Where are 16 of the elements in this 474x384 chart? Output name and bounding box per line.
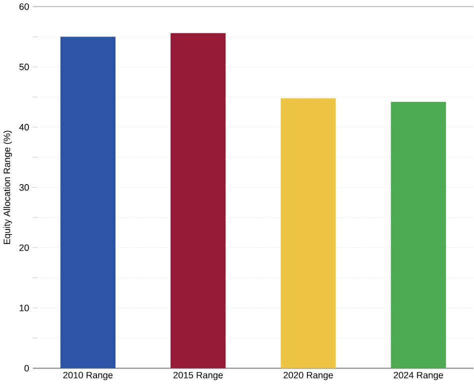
y-tick-label: 0 [24, 365, 29, 372]
bar [280, 98, 336, 368]
bar [60, 36, 116, 368]
bar [170, 33, 226, 368]
y-tick-label: 50 [19, 64, 29, 70]
y-tick-label: 20 [19, 244, 29, 252]
y-tick-label: 40 [19, 124, 29, 131]
y-tick-label: 60 [19, 4, 29, 10]
bar [390, 102, 446, 368]
x-tick-label: 2010 Range [63, 372, 113, 380]
x-tick-label: 2020 Range [284, 372, 333, 380]
y-tick-label: 30 [19, 184, 29, 191]
y-tick-label: 10 [20, 304, 29, 312]
x-tick-label: 2024 Range [394, 372, 444, 380]
x-tick-label: 2015 Range [173, 372, 223, 380]
y-axis-title: Equity Allocation Range (%) [3, 130, 12, 244]
